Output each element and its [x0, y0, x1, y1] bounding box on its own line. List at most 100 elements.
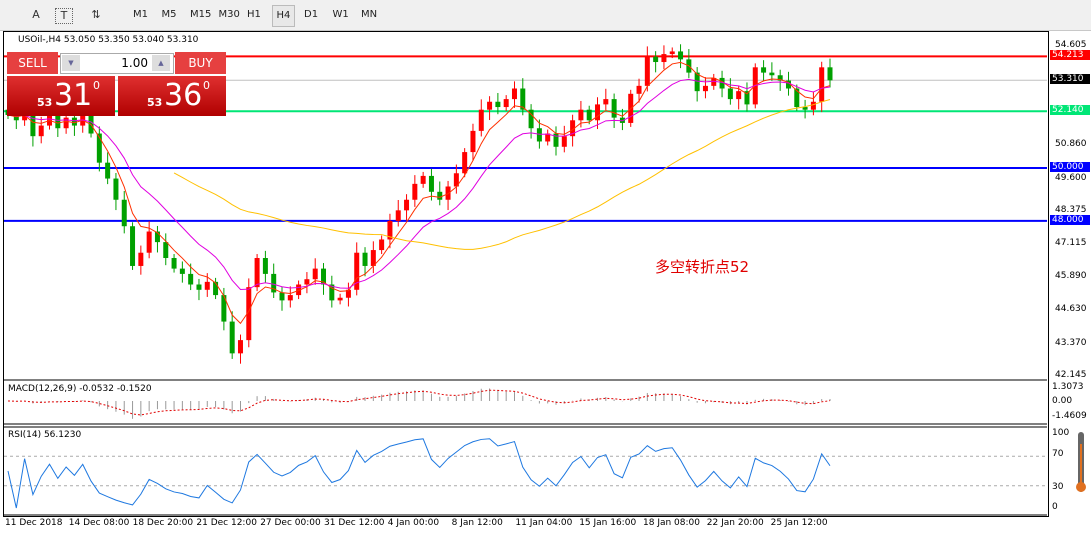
macd-axis-label: -1.4609 [1052, 411, 1087, 421]
lot-decrease-button[interactable]: ▼ [62, 55, 80, 71]
candle-body [553, 133, 559, 147]
candle-body [785, 80, 791, 89]
candle-body [221, 295, 227, 322]
candle-body [711, 77, 717, 86]
timeframe-h1[interactable]: H1 [247, 9, 261, 20]
price-axis-label: 43.370 [1055, 337, 1087, 348]
candle-body [171, 258, 177, 269]
time-axis-label: 21 Dec 12:00 [196, 518, 257, 528]
candle-body [296, 284, 302, 296]
toolbar: A T ⇅ M1 M5 M15 M30 H1 H4 D1 W1 MN [0, 0, 1091, 31]
price-axis-label: 49.600 [1055, 172, 1087, 183]
time-axis-label: 11 Dec 2018 [5, 518, 63, 528]
candle-body [777, 75, 783, 81]
candle-body [345, 289, 351, 298]
candle-body [213, 281, 219, 296]
candle-body [453, 173, 459, 187]
candle-body [769, 72, 775, 76]
candle-body [428, 175, 434, 192]
candle-body [702, 85, 708, 92]
candle-body [561, 136, 567, 147]
timeframe-m1[interactable]: M1 [133, 9, 148, 20]
arrows-tool-button[interactable]: ⇅ [91, 8, 101, 21]
candle-body [595, 104, 601, 121]
candle-body [603, 99, 609, 105]
price-level-label: 53.310 [1050, 74, 1090, 85]
candle-body [470, 130, 476, 153]
rsi-axis-label: 70 [1052, 449, 1064, 459]
candle-body [669, 51, 675, 55]
price-axis-label: 50.860 [1055, 139, 1087, 150]
candle-body [794, 88, 800, 108]
candle-body [138, 252, 144, 266]
buy-price[interactable]: 53 36 0 [118, 76, 226, 116]
candle-body [437, 191, 443, 200]
sell-price-point: 0 [93, 79, 100, 92]
macd-axis-label: 1.3073 [1052, 382, 1084, 392]
time-axis-label: 8 Jan 12:00 [451, 518, 503, 528]
candle-body [354, 252, 360, 290]
candle-body [188, 273, 194, 285]
candle-body [22, 112, 28, 121]
candle-body [744, 91, 750, 105]
timeframe-h4[interactable]: H4 [271, 5, 296, 27]
price-axis-label: 47.115 [1055, 238, 1087, 249]
text-tool-button[interactable]: A [32, 8, 40, 21]
candle-body [321, 268, 327, 285]
candle-body [13, 114, 19, 121]
price-axis-label: 42.145 [1055, 370, 1087, 380]
ma-long-line [173, 99, 831, 250]
candle-body [113, 178, 119, 200]
candle-body [511, 88, 517, 100]
timeframe-w1[interactable]: W1 [332, 9, 349, 20]
candle-body [487, 101, 493, 110]
candle-body [55, 114, 61, 129]
sell-price-small: 53 [37, 96, 53, 109]
candle-body [246, 287, 252, 341]
candle-body [661, 54, 667, 63]
candle-body [96, 133, 102, 163]
candle-body [362, 252, 368, 266]
annotation-text: 多空转折点52 [655, 258, 750, 276]
candle-body [570, 120, 576, 137]
timeframe-m15[interactable]: M15 [190, 9, 212, 20]
text-label-tool-button[interactable]: T [55, 8, 73, 24]
candle-body [329, 284, 335, 301]
candle-body [545, 133, 551, 142]
candle-body [636, 85, 642, 94]
candle-body [503, 99, 509, 108]
ma-fast-line [7, 61, 831, 325]
price-level-label: 50.000 [1050, 161, 1090, 172]
chart-window[interactable] [3, 31, 1049, 517]
price-level-label: 54.213 [1050, 50, 1090, 61]
timeframe-m5[interactable]: M5 [161, 9, 177, 20]
rsi-axis-label: 30 [1052, 482, 1064, 492]
price-axis-label: 54.605 [1055, 40, 1087, 50]
candle-body [304, 279, 310, 285]
sell-button[interactable]: SELL [7, 52, 58, 74]
timeframe-mn[interactable]: MN [361, 9, 378, 20]
candle-body [379, 239, 385, 251]
candle-body [30, 112, 36, 137]
candle-body [312, 268, 318, 280]
candle-body [38, 125, 44, 137]
lot-size-input[interactable]: 1.00 [121, 56, 148, 70]
timeframe-d1[interactable]: D1 [304, 9, 319, 20]
rsi-label: RSI(14) 56.1230 [8, 430, 82, 440]
candle-body [520, 88, 526, 110]
candle-body [196, 284, 202, 290]
candle-body [420, 175, 426, 184]
timeframe-m30[interactable]: M30 [218, 9, 240, 20]
candle-body [653, 56, 659, 63]
sell-price[interactable]: 53 31 0 [7, 76, 115, 116]
candle-body [478, 109, 484, 131]
time-axis-label: 18 Jan 08:00 [643, 518, 700, 528]
time-axis-label: 11 Jan 04:00 [515, 518, 573, 528]
ma-slow-line [7, 78, 831, 290]
candle-body [678, 51, 684, 60]
price-axis-label: 44.630 [1055, 304, 1087, 315]
candle-body [644, 56, 650, 86]
lot-increase-button[interactable]: ▲ [152, 55, 170, 71]
buy-button[interactable]: BUY [175, 52, 226, 74]
candle-body [387, 220, 393, 240]
